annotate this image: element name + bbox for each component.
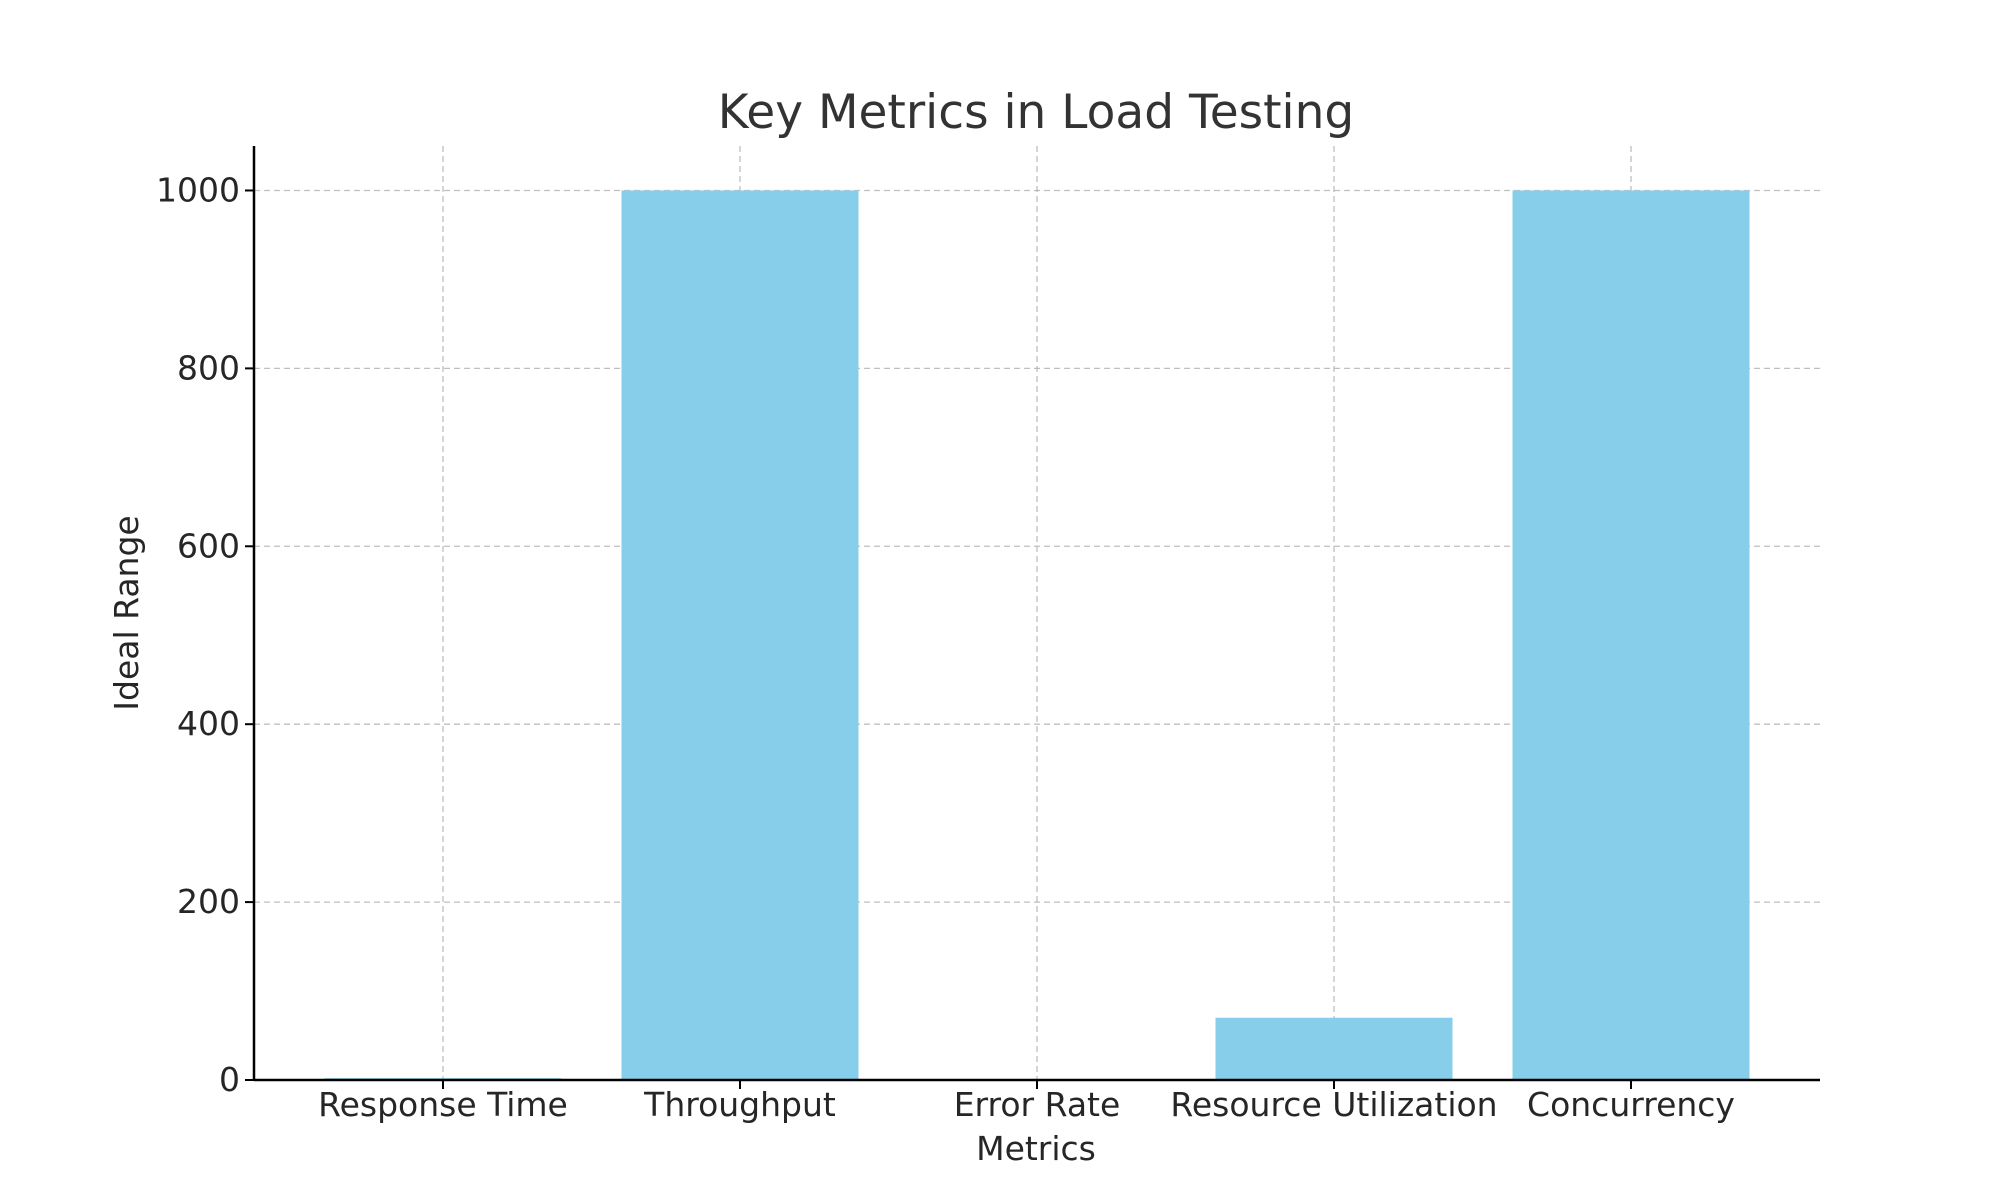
y-axis-title: Ideal Range bbox=[107, 515, 146, 710]
ticks: 0 200 400 600 800 1000 Response Time Throughput… bbox=[156, 170, 1735, 1124]
x-tick-label: Concurrency bbox=[1527, 1085, 1735, 1124]
x-tick-label: Error Rate bbox=[954, 1085, 1121, 1124]
y-tick-label: 1000 bbox=[156, 170, 240, 209]
y-tick-label: 200 bbox=[177, 882, 240, 921]
x-tick-label: Resource Utilization bbox=[1170, 1085, 1497, 1124]
y-tick-label: 400 bbox=[177, 704, 240, 743]
chart-title: Key Metrics in Load Testing bbox=[718, 85, 1354, 140]
y-tick-label: 600 bbox=[177, 526, 240, 565]
y-tick-label: 0 bbox=[219, 1060, 240, 1099]
x-tick-label: Throughput bbox=[643, 1085, 836, 1124]
bar-throughput bbox=[621, 190, 859, 1080]
bar-concurrency bbox=[1512, 190, 1750, 1080]
x-tick-label: Response Time bbox=[318, 1085, 568, 1124]
x-axis-title: Metrics bbox=[976, 1129, 1096, 1168]
bar-resource-utilization bbox=[1215, 1017, 1453, 1080]
bars bbox=[324, 190, 1750, 1080]
y-tick-label: 800 bbox=[177, 348, 240, 387]
